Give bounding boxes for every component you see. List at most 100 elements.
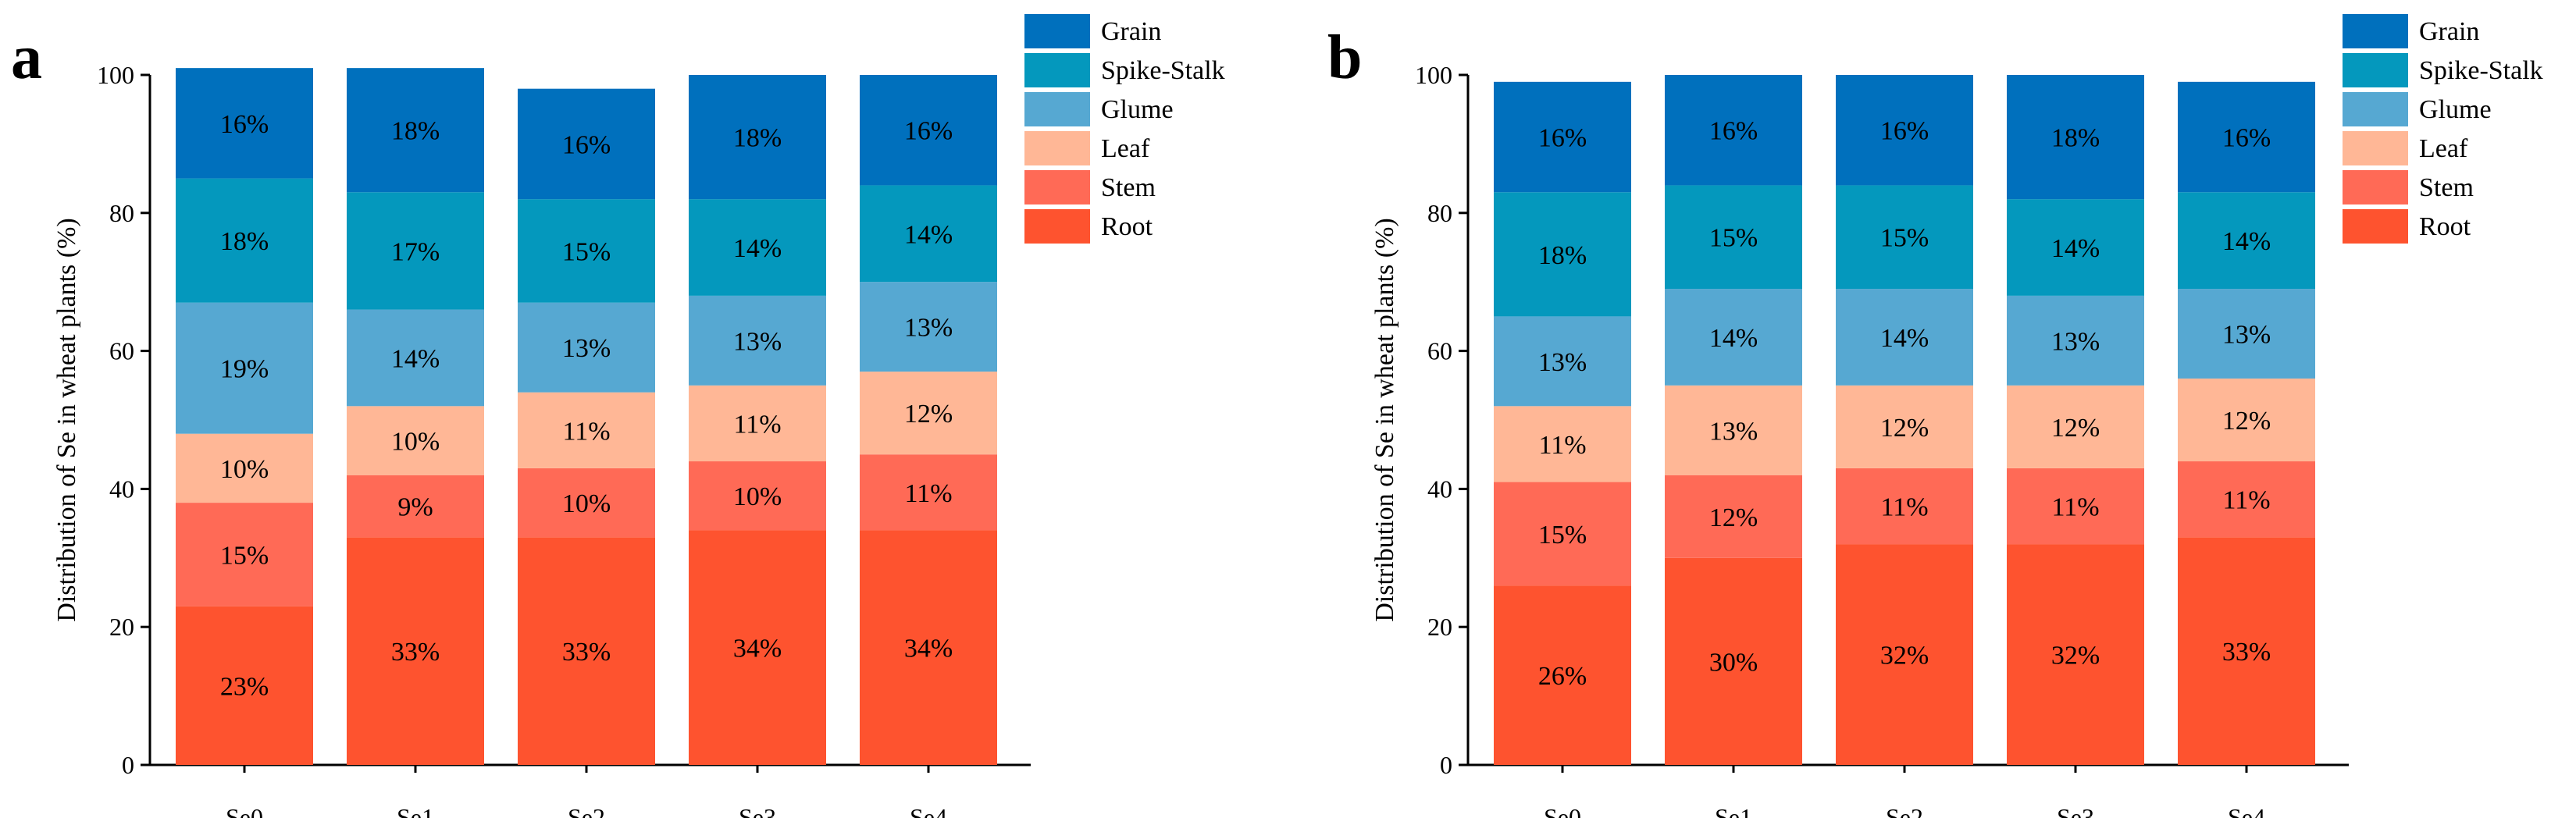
- bar-segment-root-se2: [1836, 544, 1973, 765]
- bar-segment-root-se0: [1494, 585, 1631, 765]
- bar-segment-grain-se4: [2178, 81, 2315, 193]
- bar-segment-grain-se4: [860, 75, 997, 186]
- data-label-spike-stalk-se3: 14%: [733, 234, 782, 263]
- bar-segment-leaf-se3: [2007, 385, 2144, 468]
- legend-swatch-root: [1024, 209, 1090, 244]
- x-tick-label-se0: Se0: [226, 803, 263, 818]
- y-tick-label: 0: [122, 751, 134, 779]
- bar-segment-leaf-se0: [176, 433, 313, 503]
- data-label-glume-se2: 14%: [1880, 324, 1929, 353]
- legend-label-spike-stalk: Spike-Stalk: [2419, 56, 2543, 85]
- y-axis-label: Distribution of Se in wheat plants (%): [1370, 218, 1399, 621]
- legend-swatch-root: [2343, 209, 2408, 244]
- bar-segment-root-se0: [176, 606, 313, 765]
- data-label-root-se4: 33%: [2222, 638, 2271, 667]
- data-label-spike-stalk-se1: 15%: [1709, 224, 1758, 253]
- bar-segment-spike-stalk-se3: [689, 199, 826, 296]
- data-label-spike-stalk-se1: 17%: [391, 237, 440, 266]
- bar-segment-glume-se3: [689, 295, 826, 386]
- data-label-glume-se4: 13%: [904, 314, 953, 343]
- bar-segment-root-se1: [347, 537, 484, 765]
- y-tick-label: 80: [109, 199, 134, 227]
- legend-label-leaf: Leaf: [1101, 134, 1150, 163]
- y-axis-label: Distribution of Se in wheat plants (%): [52, 218, 81, 621]
- x-tick-label-se3: Se3: [2057, 803, 2094, 818]
- data-label-grain-se3: 18%: [2051, 124, 2100, 153]
- data-label-spike-stalk-se4: 14%: [904, 220, 953, 249]
- y-tick-label: 0: [1440, 751, 1452, 779]
- data-label-stem-se0: 15%: [220, 541, 269, 570]
- x-tick-label-se4: Se4: [910, 803, 947, 818]
- bar-segment-spike-stalk-se2: [518, 199, 655, 303]
- data-label-grain-se1: 16%: [1709, 117, 1758, 146]
- bar-segment-spike-stalk-se2: [1836, 185, 1973, 290]
- bar-segment-glume-se1: [347, 309, 484, 407]
- chart-panel-a: a Distribution of Se in wheat plants (%) 0…: [11, 14, 1225, 818]
- bar-segment-stem-se0: [176, 503, 313, 606]
- bar-segment-grain-se3: [2007, 75, 2144, 200]
- data-label-leaf-se2: 11%: [562, 417, 610, 446]
- legend-label-glume: Glume: [1101, 95, 1174, 124]
- bar-segment-root-se3: [2007, 544, 2144, 765]
- bar-segment-glume-se0: [1494, 316, 1631, 407]
- legend-swatch-grain: [1024, 14, 1090, 48]
- bar-segment-spike-stalk-se4: [860, 185, 997, 283]
- y-tick-label: 80: [1427, 199, 1452, 227]
- data-label-grain-se4: 16%: [904, 117, 953, 146]
- data-label-leaf-se4: 12%: [2222, 407, 2271, 436]
- data-label-root-se1: 30%: [1709, 648, 1758, 677]
- data-label-grain-se2: 16%: [1880, 117, 1929, 146]
- bar-segment-spike-stalk-se0: [1494, 192, 1631, 317]
- chart-panel-b: b Distribution of Se in wheat plants (%) 0…: [1327, 14, 2543, 818]
- bar-segment-leaf-se2: [518, 392, 655, 468]
- data-label-stem-se1: 9%: [397, 493, 433, 522]
- data-label-glume-se0: 19%: [220, 355, 269, 384]
- x-tick-label-se2: Se2: [1886, 803, 1923, 818]
- data-label-glume-se4: 13%: [2222, 321, 2271, 350]
- data-label-root-se2: 33%: [562, 638, 611, 667]
- data-label-stem-se3: 10%: [733, 482, 782, 511]
- data-label-root-se0: 26%: [1538, 662, 1587, 691]
- x-tick-label-se3: Se3: [739, 803, 776, 818]
- y-tick-label: 60: [109, 337, 134, 365]
- data-label-root-se3: 34%: [733, 635, 782, 663]
- data-label-leaf-se2: 12%: [1880, 414, 1929, 443]
- bar-segment-stem-se2: [518, 468, 655, 538]
- bar-segment-root-se2: [518, 537, 655, 765]
- bar-segment-grain-se1: [347, 68, 484, 193]
- data-label-spike-stalk-se3: 14%: [2051, 234, 2100, 263]
- bar-segment-root-se4: [860, 530, 997, 765]
- x-tick-label-se1: Se1: [1715, 803, 1752, 818]
- bar-segment-stem-se1: [347, 475, 484, 538]
- bar-segment-spike-stalk-se4: [2178, 192, 2315, 290]
- y-tick-label: 20: [1427, 613, 1452, 641]
- bar-segment-grain-se0: [1494, 81, 1631, 193]
- data-label-glume-se1: 14%: [391, 344, 440, 373]
- bar-segment-glume-se0: [176, 302, 313, 434]
- legend-label-stem: Stem: [2419, 173, 2474, 202]
- bar-segment-glume-se4: [2178, 289, 2315, 379]
- bar-segment-leaf-se2: [1836, 385, 1973, 468]
- bar-segment-grain-se2: [518, 88, 655, 200]
- data-label-leaf-se1: 10%: [391, 428, 440, 457]
- y-tick-label: 100: [97, 61, 134, 89]
- data-label-root-se3: 32%: [2051, 642, 2100, 670]
- data-label-glume-se3: 13%: [733, 327, 782, 356]
- legend-swatch-spike-stalk: [2343, 53, 2408, 87]
- data-label-leaf-se0: 11%: [1538, 431, 1586, 460]
- data-label-stem-se2: 10%: [562, 489, 611, 518]
- data-label-leaf-se1: 13%: [1709, 417, 1758, 446]
- panel-letter: b: [1327, 23, 1363, 92]
- data-label-stem-se3: 11%: [2051, 493, 2099, 522]
- bar-segment-root-se3: [689, 530, 826, 765]
- legend-label-root: Root: [2419, 212, 2471, 241]
- legend: Grain Spike-Stalk Glume Leaf Stem Root: [1024, 14, 1225, 244]
- bar-segment-grain-se3: [689, 75, 826, 200]
- y-tick-label: 100: [1415, 61, 1452, 89]
- bar-segment-spike-stalk-se0: [176, 178, 313, 303]
- y-tick-label: 20: [109, 613, 134, 641]
- bar-segment-stem-se0: [1494, 482, 1631, 586]
- bar-segment-leaf-se0: [1494, 406, 1631, 482]
- bar-segment-stem-se3: [2007, 468, 2144, 545]
- data-label-stem-se2: 11%: [1880, 493, 1928, 522]
